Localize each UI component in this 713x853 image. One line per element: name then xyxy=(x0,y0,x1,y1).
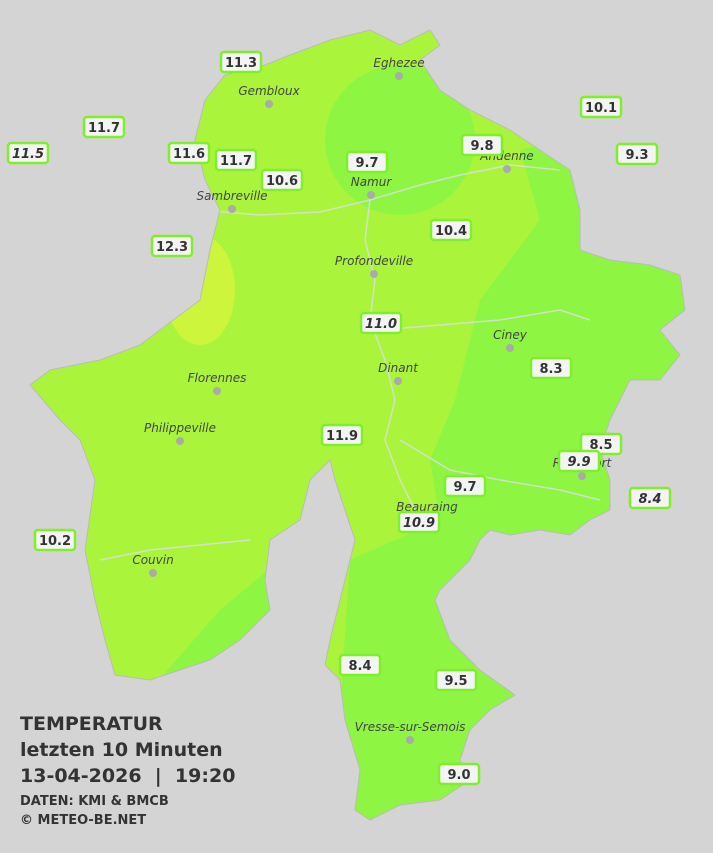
city-dot xyxy=(176,437,184,445)
station-value: 11.7 xyxy=(88,121,120,136)
station-box xyxy=(397,510,441,534)
station-box xyxy=(429,218,473,242)
station-value: 8.3 xyxy=(539,362,562,377)
station-box xyxy=(6,141,50,165)
station-box xyxy=(338,653,382,677)
station-box xyxy=(219,50,263,74)
city-dot xyxy=(506,344,514,352)
station-box xyxy=(443,474,487,498)
city-dot xyxy=(395,72,403,80)
copyright: © METEO-BE.NET xyxy=(20,813,146,828)
city-dot xyxy=(578,472,586,480)
city-label: Namur xyxy=(351,175,393,189)
city-label: Sambreville xyxy=(196,189,267,203)
source: DATEN: KMI & BMCB xyxy=(20,794,169,809)
city-dot xyxy=(149,569,157,577)
city-label: Eghezee xyxy=(373,56,424,70)
station-value: 10.2 xyxy=(39,534,71,549)
city-dot xyxy=(367,191,375,199)
station-box xyxy=(260,168,304,192)
city-dot xyxy=(370,270,378,278)
station-value: 10.1 xyxy=(585,101,617,116)
station-value: 9.0 xyxy=(447,768,470,783)
city-dot xyxy=(394,377,402,385)
station-value: 9.8 xyxy=(470,139,493,154)
station-value: 9.9 xyxy=(567,455,590,470)
station-value: 9.3 xyxy=(625,148,648,163)
city-label: Gembloux xyxy=(238,84,300,98)
station-value: 11.5 xyxy=(12,147,44,162)
city-label: Ciney xyxy=(493,328,528,342)
station-value: 8.5 xyxy=(589,438,612,453)
station-value: 11.9 xyxy=(326,429,358,444)
city-dot xyxy=(213,387,221,395)
station-box xyxy=(615,142,659,166)
station-value: 12.3 xyxy=(156,240,188,255)
stations: 11.3 11.7 11.5 11.6 11.7 10.6 9.7 9.8 10.1 9.3 12.… xyxy=(6,50,672,786)
station-box xyxy=(33,528,77,552)
city-dot xyxy=(265,100,273,108)
station-box xyxy=(359,311,403,335)
station-box xyxy=(167,141,211,165)
station-box xyxy=(150,234,194,258)
station-box xyxy=(320,423,364,447)
cities: EghezeeGemblouxAndenneNamurSambrevillePr… xyxy=(132,56,613,744)
station-box xyxy=(579,95,623,119)
title: TEMPERATUR xyxy=(20,713,163,735)
city-label: Dinant xyxy=(378,361,419,375)
city-dot xyxy=(406,736,414,744)
station-value: 10.4 xyxy=(435,224,467,239)
station-value: 11.3 xyxy=(225,56,257,71)
station-value: 8.4 xyxy=(348,659,371,674)
station-box xyxy=(214,148,258,172)
station-box xyxy=(434,668,478,692)
station-value: 8.4 xyxy=(638,492,661,507)
station-box xyxy=(437,762,481,786)
city-label: Profondeville xyxy=(335,254,413,268)
city-label: Beauraing xyxy=(396,500,458,514)
station-box xyxy=(345,150,389,174)
timestamp: 13-04-2026 | 19:20 xyxy=(20,765,235,787)
station-box xyxy=(460,133,504,157)
station-box xyxy=(557,449,601,473)
station-value: 10.6 xyxy=(266,174,298,189)
subtitle: letzten 10 Minuten xyxy=(20,739,223,761)
station-box xyxy=(529,356,573,380)
station-value: 11.7 xyxy=(220,154,252,169)
city-label: Couvin xyxy=(132,553,173,567)
city-label: Florennes xyxy=(188,371,247,385)
city-label: Vresse-sur-Semois xyxy=(355,720,466,734)
station-value: 9.7 xyxy=(355,156,378,171)
station-value: 11.0 xyxy=(365,317,397,332)
station-value: 9.5 xyxy=(444,674,467,689)
zone-cool xyxy=(325,65,475,215)
station-box xyxy=(579,432,623,456)
station-box xyxy=(82,115,126,139)
station-value: 9.7 xyxy=(453,480,476,495)
station-value: 11.6 xyxy=(173,147,205,162)
city-dot xyxy=(503,165,511,173)
station-box xyxy=(628,486,672,510)
city-label: Philippeville xyxy=(144,421,216,435)
station-value: 10.9 xyxy=(403,516,435,531)
rivers xyxy=(99,164,601,561)
city-dot xyxy=(228,205,236,213)
